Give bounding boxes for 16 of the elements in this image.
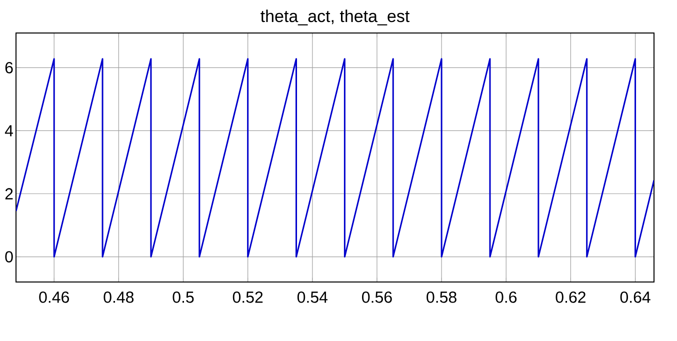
chart-title: theta_act, theta_est [260,10,410,26]
x-tick-label: 0.54 [297,292,328,303]
y-tick-label: 0 [5,251,13,262]
x-tick-label: 0.56 [362,292,392,303]
x-tick-label: 0.64 [620,292,650,303]
y-tick-label: 6 [5,62,13,74]
x-tick-label: 0.62 [556,292,586,303]
x-tick-label: 0.46 [39,292,69,303]
y-tick-label: 2 [5,188,13,200]
line-series [16,58,654,258]
x-tick-label: 0.52 [232,292,263,303]
x-tick-label: 0.58 [426,292,456,303]
x-tick-label: 0.48 [104,292,134,303]
y-tick-label: 4 [4,125,14,136]
x-tick-label: 0.5 [172,292,194,303]
x-tick-label: 0.6 [496,292,517,303]
